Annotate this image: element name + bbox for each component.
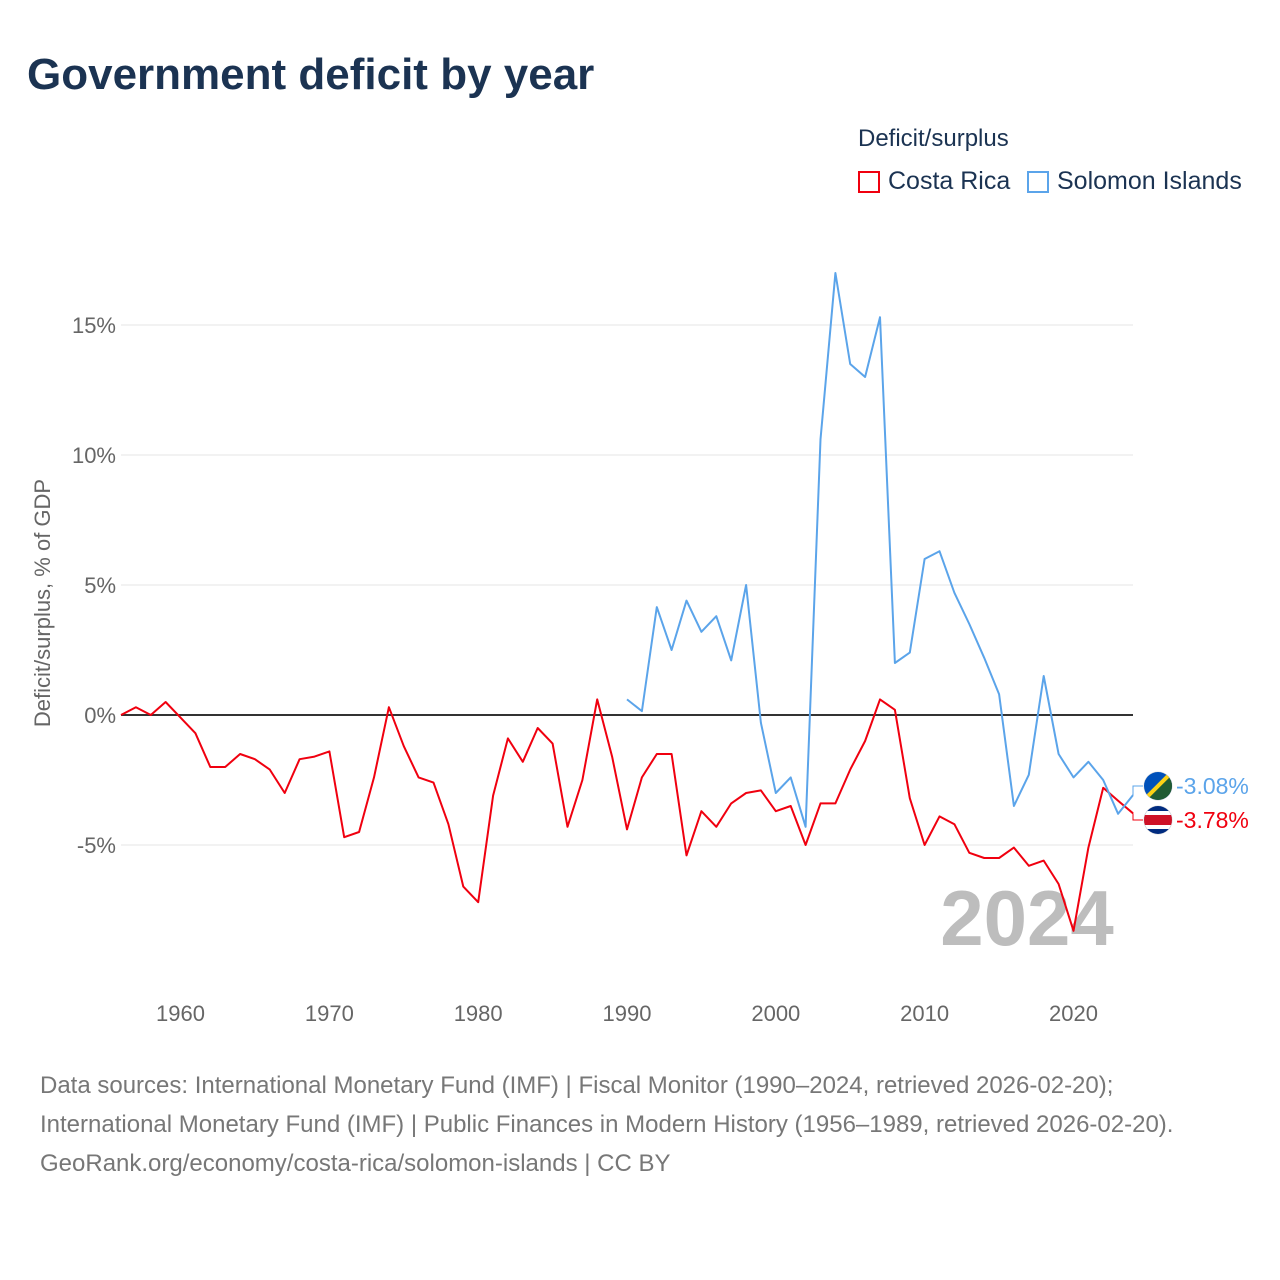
year-watermark: 2024: [940, 874, 1114, 962]
y-axis-label: Deficit/surplus, % of GDP: [30, 479, 55, 727]
x-tick-label: 1980: [454, 1001, 503, 1026]
label-connector: [1132, 813, 1143, 821]
y-tick-label: 10%: [72, 443, 116, 468]
attribution-link[interactable]: GeoRank.org/economy/costa-rica/solomon-i…: [40, 1150, 671, 1177]
end-value-label: -3.78%: [1176, 807, 1249, 833]
y-tick-label: 15%: [72, 313, 116, 338]
source-note: Data sources: International Monetary Fun…: [40, 1066, 1240, 1183]
flag-red: [1144, 815, 1172, 825]
x-tick-label: 2000: [751, 1001, 800, 1026]
legend-swatch: [1027, 170, 1049, 193]
x-tick-label: 1990: [603, 1001, 652, 1026]
label-connector: [1132, 785, 1143, 796]
x-tick-label: 2010: [900, 1001, 949, 1026]
y-tick-label: 0%: [84, 703, 116, 728]
series-line-solomon-islands: [626, 272, 1134, 828]
legend-swatch: [858, 170, 880, 193]
legend-label: Costa Rica: [888, 167, 1011, 195]
x-tick-label: 1960: [156, 1001, 205, 1026]
legend-label: Solomon Islands: [1057, 167, 1242, 195]
series-line-costa-rica: [120, 698, 1134, 932]
x-tick-label: 1970: [305, 1001, 354, 1026]
legend-item-solomon-islands[interactable]: Solomon Islands: [1027, 167, 1242, 196]
y-tick-label: -5%: [77, 833, 116, 858]
legend-title: Deficit/surplus: [858, 125, 1009, 152]
flag-stripe: [1144, 772, 1172, 800]
chart-title: Government deficit by year: [27, 50, 595, 99]
x-tick-label: 2020: [1049, 1001, 1098, 1026]
source-text: Data sources: International Monetary Fun…: [40, 1072, 1174, 1138]
end-value-label: -3.08%: [1176, 773, 1249, 799]
legend-item-costa-rica[interactable]: Costa Rica: [858, 167, 1010, 196]
y-tick-label: 5%: [84, 573, 116, 598]
